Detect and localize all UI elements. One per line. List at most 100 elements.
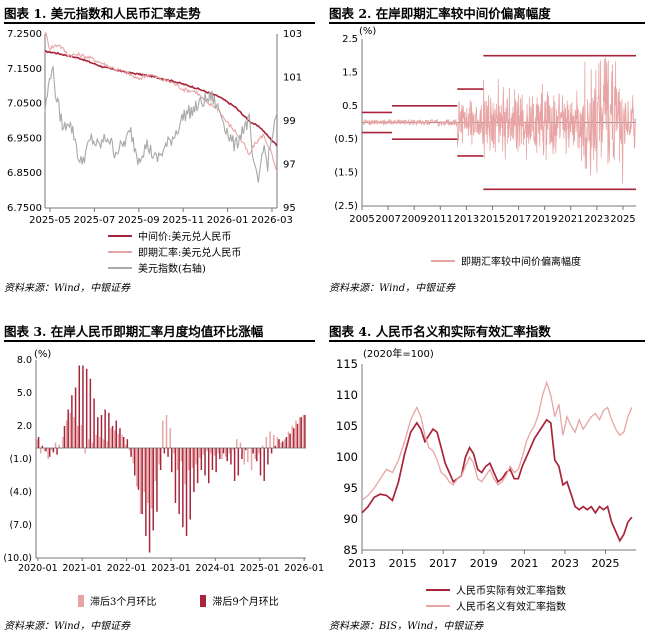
chart-4-legend: 人民币实际有效汇率指数 人民币名义有效汇率指数 [426, 582, 566, 614]
bar-lag3 [258, 448, 260, 454]
bar-lag3 [162, 420, 164, 448]
bar-lag9 [196, 448, 199, 484]
x-tick-label: 2017 [429, 557, 457, 570]
bar-lag9 [259, 448, 262, 476]
bar-lag3 [139, 448, 142, 514]
bar-lag3 [102, 439, 105, 448]
x-tick-label: 2013 [454, 214, 479, 225]
y-tick-label: 90 [343, 512, 358, 526]
bar-lag9 [200, 448, 203, 470]
bar-lag9 [163, 448, 166, 454]
bar-lag3 [250, 448, 253, 470]
bar-lag9 [189, 448, 191, 520]
bar-lag9 [93, 398, 95, 448]
legend-item-spot: 即期汇率:美元兑人民币 [108, 244, 241, 259]
x-tick-label: 2020-01 [18, 563, 58, 574]
panel-1-title-rule [4, 22, 315, 24]
y-left-tick-label: 6.8500 [7, 168, 42, 179]
bar-lag3 [121, 434, 123, 448]
bar-lag3 [173, 448, 175, 454]
chart-1-legend: 中间价:美元兑人民币 即期汇率:美元兑人民币 美元指数(右轴) [108, 228, 241, 276]
y-tick-label: 105 [336, 419, 358, 433]
bar-lag9 [252, 448, 254, 454]
x-tick-label: 2023 [584, 214, 609, 225]
x-tick-label: 2026-03 [251, 215, 293, 226]
x-tick-label: 2015 [480, 214, 505, 225]
bar-lag3 [269, 431, 271, 448]
bar-lag3 [221, 448, 223, 459]
bar-lag3 [261, 445, 264, 448]
bar-lag9 [52, 448, 55, 453]
bar-lag9 [193, 448, 195, 492]
bar-lag9 [241, 448, 243, 459]
y-tick-label: 1.5 [342, 67, 358, 78]
bar-lag9 [56, 448, 58, 455]
bar-lag3 [254, 448, 256, 459]
bar-lag9 [267, 448, 269, 465]
bar-lag9 [256, 448, 258, 462]
bar-lag3 [169, 428, 171, 448]
bar-lag3 [276, 437, 279, 448]
bar-lag9 [115, 420, 117, 448]
bar-lag3 [99, 437, 101, 448]
bar-lag9 [152, 448, 154, 531]
bar-lag3 [73, 417, 75, 448]
bar-lag3 [69, 412, 72, 448]
x-tick-label: 2011 [428, 214, 453, 225]
legend-swatch [78, 594, 84, 607]
bar-lag9 [226, 448, 228, 462]
x-tick-label: 2017 [506, 214, 531, 225]
bar-lag3 [287, 431, 290, 448]
legend-item-lag3: 滞后3个月环比 [78, 593, 156, 608]
x-tick-label: 2025 [610, 214, 635, 225]
bar-lag3 [147, 448, 149, 503]
bar-lag3 [291, 426, 293, 448]
y-tick-label: (0.5) [334, 134, 358, 145]
bar-lag3 [154, 448, 157, 481]
bar-lag3 [150, 448, 153, 509]
x-tick-label: 2025-01 [240, 563, 280, 574]
chart-monthly-change: (%)8.0 5.0 2.0 (1.0) (4.0) (7.0) (10.0)2020-01… [3, 349, 324, 574]
bar-lag9 [174, 448, 177, 503]
bar-lag9 [270, 448, 273, 454]
y-tick-label: 95 [343, 481, 358, 495]
x-tick-label: 2007 [375, 214, 400, 225]
bar-lag9 [134, 448, 136, 476]
bar-lag3 [280, 442, 282, 448]
bar-lag3 [106, 441, 109, 448]
bar-lag9 [119, 428, 121, 448]
bar-lag9 [289, 433, 291, 448]
x-tick-label: 2026-01 [284, 563, 324, 574]
bar-lag3 [117, 433, 120, 448]
bar-lag9 [85, 368, 88, 448]
legend-swatch [431, 259, 455, 262]
series-line-0 [44, 50, 278, 147]
bar-lag3 [158, 448, 160, 465]
bar-lag9 [182, 448, 184, 528]
bar-lag9 [130, 448, 132, 457]
legend-item-deviation: 即期汇率较中间价偏离幅度 [431, 253, 581, 268]
bar-lag3 [206, 448, 208, 452]
bar-lag3 [84, 448, 86, 454]
bar-lag3 [184, 448, 186, 485]
bar-lag9 [145, 448, 147, 536]
x-tick-label: 2019 [532, 214, 557, 225]
x-tick-label: 2022-01 [107, 563, 147, 574]
legend-swatch [108, 266, 132, 269]
bar-lag9 [71, 395, 73, 448]
bar-lag3 [224, 448, 227, 457]
bar-lag3 [132, 448, 134, 464]
bar-lag9 [100, 415, 103, 448]
bar-lag9 [63, 426, 66, 448]
y-tick-label: (1.0) [9, 454, 32, 465]
y-tick-label: 85 [343, 543, 358, 557]
legend-item-neer: 人民币名义有效汇率指数 [426, 598, 566, 613]
bar-lag3 [232, 448, 234, 451]
bar-lag9 [41, 445, 44, 448]
bar-lag3 [76, 426, 79, 448]
y-tick-label: (10.0) [3, 553, 32, 564]
legend-label: 即期汇率:美元兑人民币 [138, 248, 242, 259]
y-left-tick-label: 7.2500 [7, 29, 42, 40]
x-tick-label: 2021-01 [62, 563, 102, 574]
legend-item-lag9: 滞后9个月环比 [200, 593, 279, 608]
